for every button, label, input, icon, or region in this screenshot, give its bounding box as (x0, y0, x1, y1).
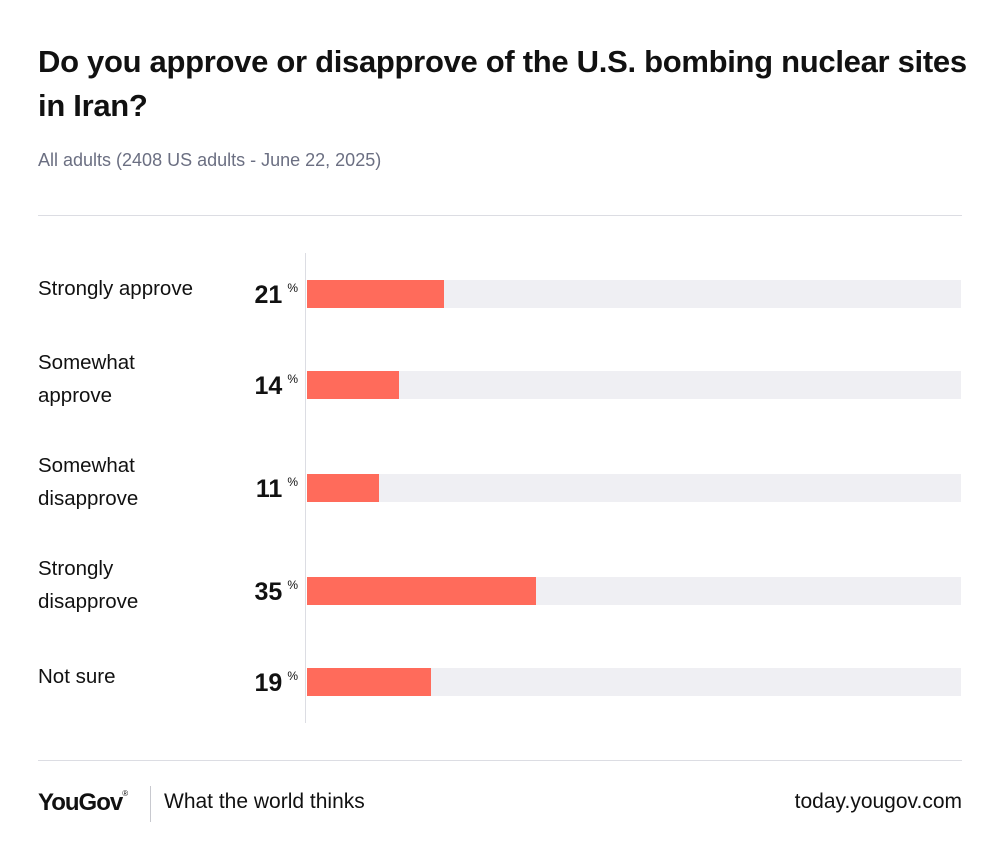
value-unit: % (287, 578, 298, 592)
category-label: Strongly approve (38, 272, 238, 305)
bar[interactable] (307, 577, 536, 605)
footer-divider (150, 786, 151, 822)
category-label: Somewhat approve (38, 346, 238, 412)
footer-tagline: What the world thinks (164, 790, 365, 813)
top-divider (38, 215, 962, 216)
brand-registered-mark: ® (122, 789, 129, 798)
category-label-line: disapprove (38, 487, 139, 510)
category-label-line: Somewhat (38, 351, 135, 374)
bar-track (307, 371, 961, 399)
chart-subtitle: All adults (2408 US adults - June 22, 20… (38, 150, 382, 170)
value-label: 11% (256, 474, 298, 504)
yougov-logo[interactable]: YouGov® (38, 789, 128, 817)
value-label: 21% (255, 280, 298, 310)
value-label: 35% (255, 577, 298, 607)
value-unit: % (287, 281, 298, 295)
value-label: 14% (255, 371, 298, 401)
brand-name: YouGov (38, 789, 123, 816)
category-label-line: Strongly approve (38, 276, 193, 300)
bar[interactable] (307, 371, 399, 399)
value-label: 19% (255, 668, 298, 698)
value-number: 21 (254, 281, 283, 309)
value-number: 35 (254, 578, 283, 606)
bar[interactable] (307, 668, 431, 696)
value-unit: % (287, 669, 298, 683)
bar-track (307, 474, 961, 502)
chart-title: Do you approve or disapprove of the U.S.… (38, 44, 967, 123)
category-label-line: Somewhat (38, 454, 135, 477)
value-number: 11 (255, 475, 283, 503)
category-label-line: approve (38, 384, 113, 407)
value-unit: % (287, 475, 298, 489)
footer-site-link[interactable]: today.yougov.com (794, 790, 962, 813)
bottom-divider (38, 760, 962, 761)
value-unit: % (287, 372, 298, 386)
category-label: Somewhat disapprove (38, 449, 238, 515)
bar[interactable] (307, 280, 444, 308)
category-label: Strongly disapprove (38, 552, 238, 618)
category-label: Not sure (38, 660, 238, 693)
category-label-line: Not sure (38, 664, 116, 688)
chart-axis-line (305, 253, 306, 723)
category-label-line: Strongly (38, 557, 114, 580)
value-number: 19 (254, 669, 283, 697)
value-number: 14 (254, 372, 283, 400)
bar[interactable] (307, 474, 379, 502)
category-label-line: disapprove (38, 590, 139, 613)
